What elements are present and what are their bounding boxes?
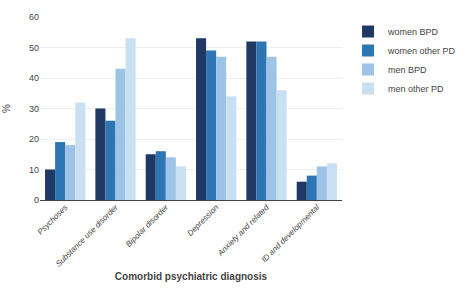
svg-text:Bipolar disorder: Bipolar disorder [124, 203, 170, 249]
svg-text:women BPD: women BPD [387, 27, 439, 37]
svg-text:men other PD: men other PD [388, 84, 444, 94]
svg-text:Depression: Depression [185, 202, 220, 237]
svg-text:women other PD: women other PD [387, 46, 456, 56]
svg-text:40: 40 [29, 73, 39, 83]
svg-text:Psychoses: Psychoses [36, 203, 70, 237]
svg-text:men BPD: men BPD [388, 65, 427, 75]
svg-text:Anxiety and related: Anxiety and related [215, 202, 271, 258]
svg-text:20: 20 [29, 134, 39, 144]
svg-text:%: % [1, 104, 12, 113]
svg-text:Comorbid psychiatric diagnosis: Comorbid psychiatric diagnosis [115, 271, 268, 282]
svg-text:ID and developmental: ID and developmental [260, 203, 322, 265]
svg-text:Substance use disorder: Substance use disorder [54, 203, 120, 269]
svg-text:50: 50 [29, 43, 39, 53]
svg-text:10: 10 [29, 165, 39, 175]
svg-text:0: 0 [34, 195, 39, 205]
svg-text:60: 60 [29, 12, 39, 22]
svg-text:30: 30 [29, 104, 39, 114]
